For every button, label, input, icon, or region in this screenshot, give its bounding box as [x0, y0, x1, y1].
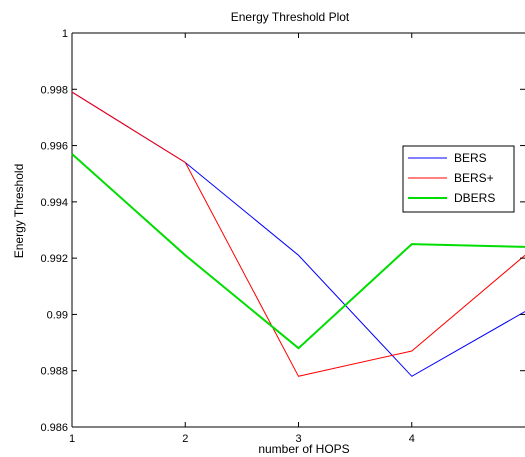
legend-label: BERS+ — [454, 171, 494, 185]
legend-box — [402, 145, 515, 213]
y-tick-label: 1 — [62, 28, 68, 40]
chart-title: Energy Threshold Plot — [231, 10, 350, 24]
y-tick-label: 0.99 — [47, 309, 68, 321]
x-tick-label: 3 — [295, 433, 301, 445]
y-tick-label: 0.992 — [40, 253, 68, 265]
y-tick-label: 0.988 — [40, 366, 68, 378]
x-axis-label: number of HOPS — [258, 442, 349, 456]
series-line-dbers — [71, 153, 525, 350]
y-tick-label: 0.994 — [40, 197, 68, 209]
x-tick-label: 1 — [69, 433, 75, 445]
y-tick-label: 0.996 — [40, 141, 68, 153]
legend-label: DBERS — [454, 191, 495, 205]
x-tick-label: 2 — [182, 433, 188, 445]
y-tick-label: 0.986 — [40, 422, 68, 434]
y-axis-label: Energy Threshold — [12, 164, 26, 259]
legend-label: BERS — [454, 151, 487, 165]
y-tick-label: 0.998 — [40, 84, 68, 96]
x-tick-label: 4 — [409, 433, 415, 445]
series-line-bersplus — [71, 91, 525, 377]
legend: BERS BERS+ DBERS — [402, 145, 515, 213]
